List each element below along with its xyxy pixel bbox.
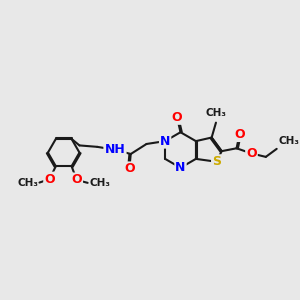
Text: CH₃: CH₃: [17, 178, 38, 188]
Text: O: O: [71, 173, 82, 187]
Text: NH: NH: [105, 143, 125, 156]
Text: N: N: [160, 135, 170, 148]
Text: CH₃: CH₃: [206, 108, 226, 118]
Text: S: S: [212, 155, 221, 168]
Text: O: O: [246, 147, 257, 160]
Text: N: N: [175, 161, 186, 174]
Text: CH₃: CH₃: [89, 178, 110, 188]
Text: CH₃: CH₃: [278, 136, 299, 146]
Text: NH: NH: [105, 143, 125, 156]
Text: O: O: [44, 172, 55, 186]
Text: O: O: [172, 111, 182, 124]
Text: O: O: [124, 162, 135, 176]
Text: O: O: [234, 128, 245, 141]
